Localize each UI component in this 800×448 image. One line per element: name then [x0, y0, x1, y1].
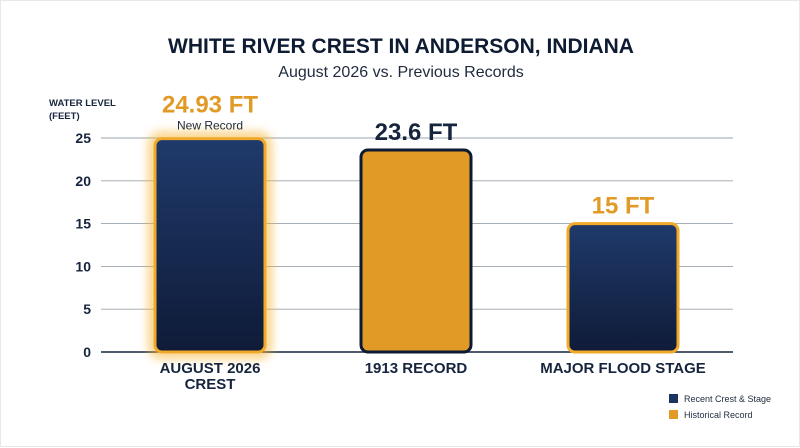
data-label: 24.93 FT	[162, 92, 258, 119]
data-label: 23.6 FT	[375, 119, 458, 146]
bar	[359, 148, 473, 354]
data-label: 15 FT	[592, 193, 655, 220]
y-tick-label: 5	[83, 301, 91, 317]
y-tick-label: 0	[83, 344, 91, 360]
legend-swatch	[669, 394, 678, 403]
bar-annotation: New Record	[177, 119, 243, 133]
y-axis-label-line-1: WATER LEVEL	[49, 98, 116, 109]
chart-title: WHITE RIVER CREST IN ANDERSON, INDIANA	[168, 35, 634, 58]
y-tick-label: 10	[75, 258, 91, 274]
bar-glow	[149, 132, 271, 358]
y-tick-label: 20	[75, 173, 91, 189]
chart-subtitle: August 2026 vs. Previous Records	[278, 64, 523, 81]
bar	[566, 222, 680, 354]
y-tick-label: 25	[75, 130, 91, 146]
x-tick-label: 1913 RECORD	[365, 360, 468, 377]
x-tick-label: MAJOR FLOOD STAGE	[540, 360, 706, 377]
x-tick-label: CREST	[185, 376, 236, 393]
legend-label: Recent Crest & Stage	[684, 394, 771, 404]
legend: Recent Crest & Stage Historical Record	[669, 394, 771, 420]
y-axis-label-line-2: (FEET)	[49, 111, 80, 122]
x-tick-label: AUGUST 2026	[160, 360, 261, 377]
y-tick-label: 15	[75, 216, 91, 232]
legend-swatch	[669, 410, 678, 419]
bar	[153, 137, 267, 354]
legend-label: Historical Record	[684, 410, 753, 420]
